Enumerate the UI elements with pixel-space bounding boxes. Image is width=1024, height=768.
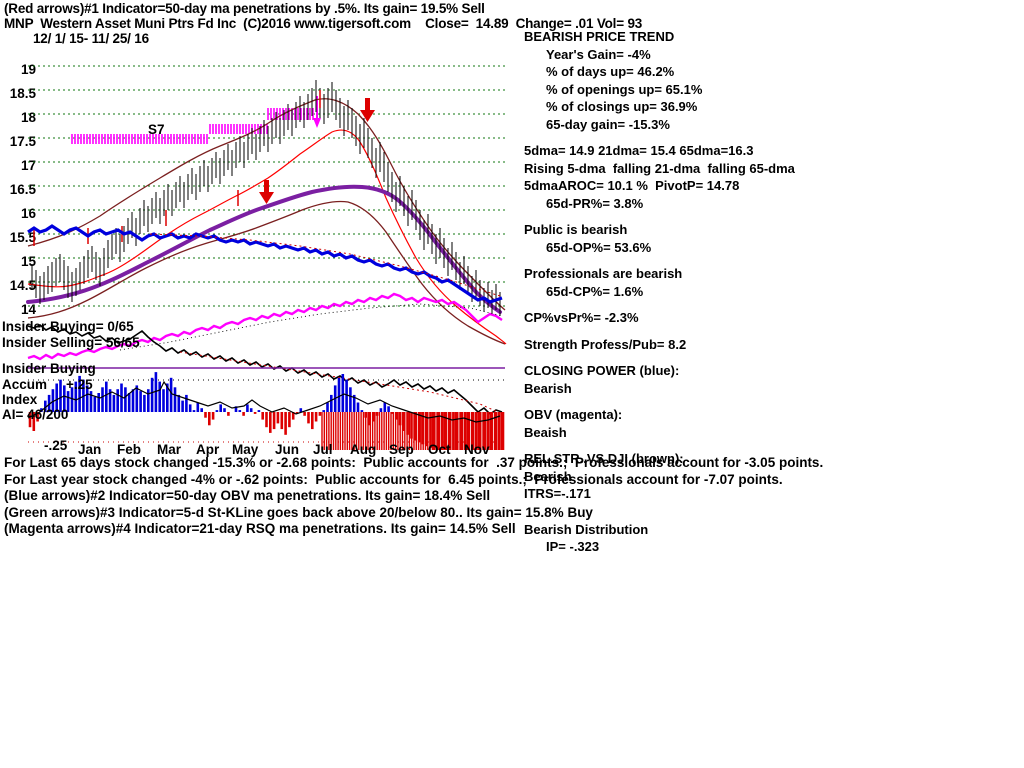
panel-ma-trend: Rising 5-dma falling 21-dma falling 65-d… — [524, 160, 795, 176]
panel-spacer-7 — [524, 397, 824, 406]
insider-buying-label: Insider Buying= 0/65 — [2, 319, 134, 334]
y-tick-19: 19 — [20, 62, 36, 77]
x-tick-aug: Aug — [350, 442, 377, 457]
note-magenta-arrows: (Magenta arrows)#4 Indicator=21-day RSQ … — [4, 521, 516, 537]
magenta-signal-bars-left — [71, 96, 321, 144]
x-tick-nov: Nov — [464, 442, 490, 457]
x-tick-feb: Feb — [117, 442, 142, 457]
panel-spacer-6 — [524, 353, 824, 362]
panel-cp: 65d-CP%= 1.6% — [546, 283, 644, 299]
panel-obv-label: OBV (magenta): — [524, 407, 623, 422]
ticker-info-line: MNP Western Asset Muni Ptrs Fd Inc (C)20… — [4, 16, 643, 31]
panel-openings-up: % of openings up= 65.1% — [546, 81, 703, 97]
accumulation-index-bars — [28, 372, 505, 450]
ai-label: AI= 46/200 — [2, 407, 69, 422]
panel-65day-gain: 65-day gain= -15.3% — [546, 116, 670, 132]
insider-buying-label-2: Insider Buying — [2, 361, 96, 376]
panel-obv-value: Beaish — [524, 424, 567, 440]
panel-strength: Strength Profess/Pub= 8.2 — [524, 336, 687, 352]
ma21-line — [27, 129, 507, 345]
panel-cpvspr: CP%vsPr%= -2.3% — [524, 310, 639, 325]
note-65-days: For Last 65 days stock changed -15.3% or… — [4, 455, 824, 470]
accum-upper-value: +.25 — [66, 377, 93, 392]
x-tick-jun: Jun — [275, 442, 300, 457]
x-tick-sep: Sep — [389, 442, 414, 457]
month-axis: Jan Feb Mar Apr May Jun Jul Aug Sep Oct … — [0, 442, 512, 460]
obv-line — [27, 292, 503, 361]
x-tick-may: May — [232, 442, 259, 457]
obv-ma-line — [119, 303, 503, 351]
index-label: Index — [2, 392, 38, 407]
note-blue-arrows: (Blue arrows)#2 Indicator=50-day OBV ma … — [4, 488, 491, 504]
lower-band-line — [27, 200, 506, 345]
panel-op: 65d-OP%= 53.6% — [546, 239, 652, 255]
x-tick-mar: Mar — [157, 442, 182, 457]
indicator-headline: (Red arrows)#1 Indicator=50-day ma penet… — [4, 1, 485, 16]
closing-power-ma-line — [149, 233, 501, 297]
red-arrow-1 — [259, 180, 274, 204]
panel-spacer-3 — [524, 256, 824, 265]
ma50-line — [26, 184, 502, 314]
panel-moving-averages: 5dma= 14.9 21dma= 15.4 65dma=16.3 — [524, 143, 754, 158]
panel-title: BEARISH PRICE TREND — [524, 29, 675, 44]
panel-aroc: 5dmaAROC= 10.1 % PivotP= 14.78 — [524, 178, 740, 193]
upper-band-line — [27, 98, 506, 311]
accum-smooth-line — [27, 380, 501, 423]
panel-pr: 65d-PR%= 3.8% — [546, 195, 644, 211]
insider-selling-label: Insider Selling= 56/65 — [2, 335, 140, 350]
panel-spacer-4 — [524, 300, 824, 309]
panel-days-up: % of days up= 46.2% — [546, 64, 675, 79]
panel-itrs: ITRS=-.171 — [524, 486, 591, 501]
x-tick-jan: Jan — [78, 442, 102, 457]
x-tick-oct: Oct — [428, 442, 451, 457]
panel-spacer-1 — [524, 133, 824, 142]
panel-distribution: Bearish Distribution — [524, 521, 649, 537]
analysis-panel: BEARISH PRICE TREND Year's Gain= -4% % o… — [524, 28, 824, 556]
x-tick-apr: Apr — [196, 442, 220, 457]
magenta-arrow-head — [313, 118, 321, 128]
panel-closing-power-label: CLOSING POWER (blue): — [524, 363, 680, 378]
obv-pane — [27, 292, 503, 361]
panel-years-gain: Year's Gain= -4% — [546, 46, 651, 62]
date-range-label: 12/ 1/ 15- 11/ 25/ 16 — [33, 31, 149, 46]
panel-professionals: Professionals are bearish — [524, 266, 683, 281]
panel-ip: IP= -.323 — [546, 539, 600, 554]
x-tick-jul: Jul — [313, 442, 333, 457]
panel-spacer-5 — [524, 327, 824, 336]
s7-label: S7 — [148, 122, 165, 137]
panel-relstr-value: Bearish — [524, 468, 572, 484]
panel-public: Public is bearish — [524, 222, 628, 237]
price-bars — [31, 80, 501, 316]
relstr-pane — [27, 324, 503, 416]
panel-closings-up: % of closings up= 36.9% — [546, 99, 698, 114]
panel-closing-power-value: Bearish — [524, 380, 572, 396]
y-tick-16: 16 — [20, 206, 36, 221]
relstr-ma-line — [179, 351, 503, 415]
red-arrow-2 — [360, 98, 375, 122]
accum-label: Accum — [2, 377, 48, 392]
y-tick-14: 14 — [20, 302, 36, 317]
y-tick-18: 18 — [20, 110, 36, 125]
panel-spacer-2 — [524, 212, 824, 221]
panel-spacer-8 — [524, 441, 824, 450]
accum-lower-value: -.25 — [44, 438, 68, 453]
y-tick-17: 17 — [20, 158, 36, 173]
panel-relstr-label: REL.STR..VS DJI (brown): — [524, 451, 684, 466]
price-chart[interactable] — [0, 50, 512, 450]
note-green-arrows: (Green arrows)#3 Indicator=5-d St-KLine … — [4, 504, 593, 520]
footer-notes: For Last 65 days stock changed -15.3% or… — [4, 455, 823, 538]
note-last-year: For Last year stock changed -4% or -.62 … — [4, 471, 783, 487]
